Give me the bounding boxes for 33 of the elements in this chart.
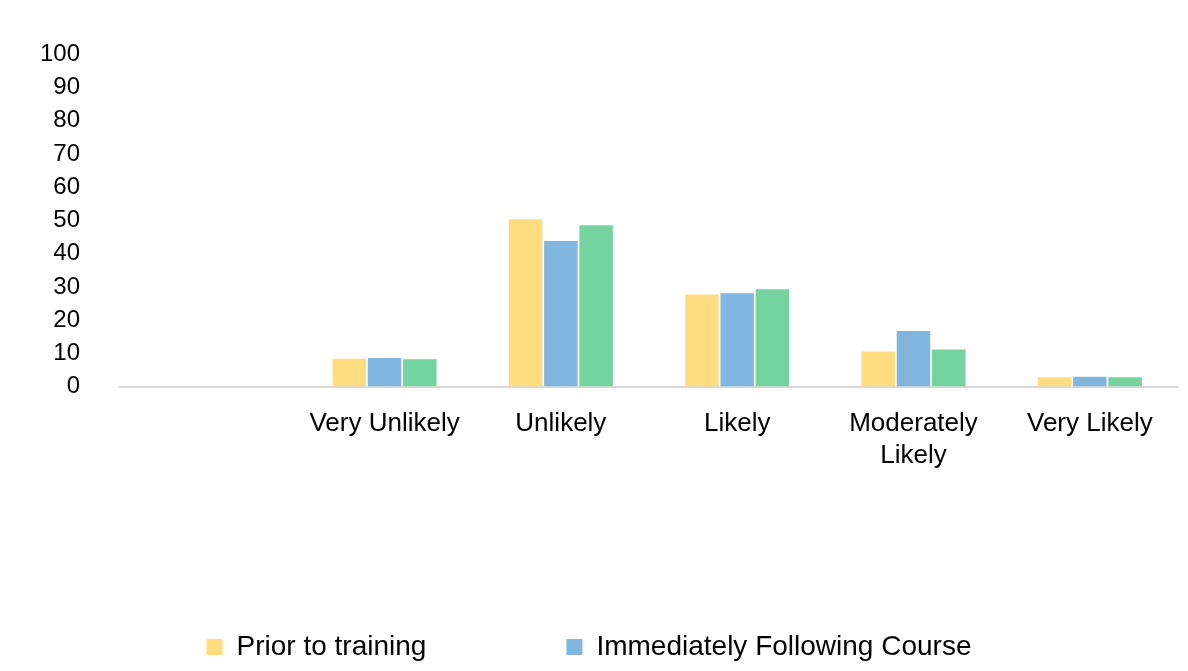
bar bbox=[403, 359, 437, 387]
bar bbox=[1037, 377, 1072, 387]
bar bbox=[861, 351, 895, 387]
bar bbox=[1108, 377, 1142, 387]
y-tick-label: 0 bbox=[66, 371, 81, 399]
bar bbox=[332, 358, 367, 387]
bar bbox=[579, 225, 613, 387]
y-tick-label: 10 bbox=[53, 338, 81, 366]
y-tick-label: 100 bbox=[40, 39, 81, 67]
x-tick-label: Very Likely bbox=[1026, 407, 1153, 438]
legend-label: Prior to training bbox=[236, 629, 427, 661]
y-tick-label: 40 bbox=[53, 238, 81, 266]
y-tick-label: 20 bbox=[53, 304, 81, 332]
x-tick-label: Unlikely bbox=[515, 407, 607, 438]
bar bbox=[932, 349, 966, 387]
bar bbox=[544, 241, 578, 387]
bar bbox=[1073, 376, 1107, 387]
x-tick-label: Very Unlikely bbox=[309, 407, 460, 438]
y-tick-label: 70 bbox=[53, 138, 81, 166]
y-tick-label: 90 bbox=[53, 72, 81, 100]
y-tick-label: 80 bbox=[53, 105, 81, 133]
y-tick-label: 30 bbox=[53, 271, 81, 299]
x-tick-label: Moderately Likely bbox=[849, 407, 978, 469]
bar bbox=[508, 219, 543, 387]
bar bbox=[685, 294, 719, 387]
bar bbox=[367, 358, 402, 387]
y-tick-label: 60 bbox=[53, 171, 81, 199]
bar bbox=[720, 293, 754, 387]
x-tick-label: Likely bbox=[703, 407, 771, 438]
bar bbox=[896, 331, 931, 387]
legend-label: Immediately Following Course bbox=[596, 629, 972, 661]
bar bbox=[755, 289, 790, 387]
y-tick-label: 50 bbox=[53, 205, 81, 233]
